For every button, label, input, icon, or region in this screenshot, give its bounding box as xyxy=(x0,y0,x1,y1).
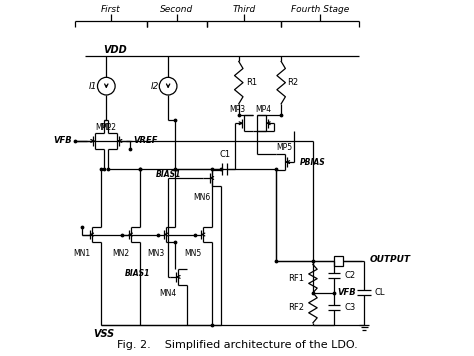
Text: MP3: MP3 xyxy=(229,105,245,114)
Text: C2: C2 xyxy=(345,271,356,279)
Text: CL: CL xyxy=(375,288,385,297)
Text: VSS: VSS xyxy=(94,329,115,340)
Text: First: First xyxy=(101,5,120,14)
Bar xyxy=(334,256,343,266)
Text: R2: R2 xyxy=(288,78,299,87)
Text: Third: Third xyxy=(232,5,255,14)
Text: OUTPUT: OUTPUT xyxy=(369,255,410,264)
Text: Fig. 2.    Simplified architecture of the LDO.: Fig. 2. Simplified architecture of the L… xyxy=(117,340,357,350)
Text: VFB: VFB xyxy=(337,288,356,297)
Text: MP2: MP2 xyxy=(100,123,116,132)
Text: C1: C1 xyxy=(219,150,230,159)
Text: VDD: VDD xyxy=(103,45,127,55)
Text: BIAS1: BIAS1 xyxy=(125,269,150,278)
Text: MP1: MP1 xyxy=(95,123,111,132)
Text: BIAS1: BIAS1 xyxy=(156,170,182,179)
Text: MN5: MN5 xyxy=(184,250,201,258)
Text: MP5: MP5 xyxy=(277,143,293,152)
Text: MN1: MN1 xyxy=(73,250,90,258)
Text: Second: Second xyxy=(160,5,193,14)
Text: VFB: VFB xyxy=(54,136,73,145)
Text: RF2: RF2 xyxy=(288,303,304,312)
Text: RF1: RF1 xyxy=(288,274,304,283)
Text: VREF: VREF xyxy=(134,136,158,145)
Text: MN3: MN3 xyxy=(147,250,164,258)
Text: PBIAS: PBIAS xyxy=(300,158,326,167)
Text: I2: I2 xyxy=(151,82,159,91)
Text: Fourth Stage: Fourth Stage xyxy=(291,5,349,14)
Text: MN6: MN6 xyxy=(193,193,210,202)
Text: R1: R1 xyxy=(246,78,258,87)
Text: MN2: MN2 xyxy=(112,250,129,258)
Text: MP4: MP4 xyxy=(255,105,272,114)
Text: I1: I1 xyxy=(89,82,98,91)
Text: MN4: MN4 xyxy=(159,289,177,298)
Text: C3: C3 xyxy=(345,303,356,312)
